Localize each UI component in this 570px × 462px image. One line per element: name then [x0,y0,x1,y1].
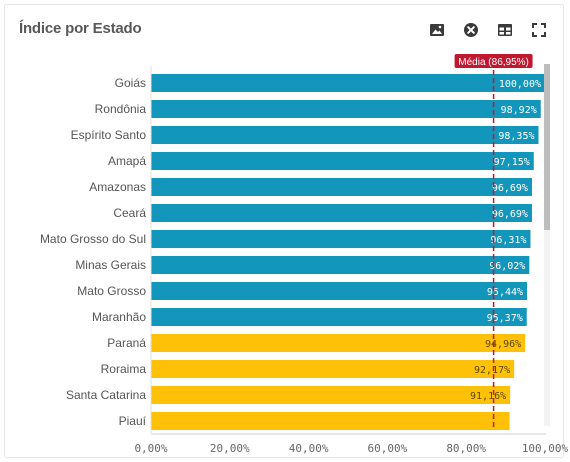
x-tick-label: 60,00% [368,442,408,455]
bar-14[interactable] [151,412,510,430]
bar-8[interactable] [151,256,530,274]
scroll-thumb[interactable] [544,64,550,230]
value-label: 96,69% [492,183,528,194]
category-label: Mato Grosso do Sul [40,232,146,246]
category-label: Piauí [119,414,147,428]
bar-5[interactable] [151,178,532,196]
average-badge [454,54,533,68]
value-label: 98,35% [498,131,534,142]
average-label: Média (86,95%) [458,57,529,68]
x-tick-label: 80,00% [446,442,486,455]
category-label: Espírito Santo [71,128,147,142]
x-tick-label: 100,00% [522,442,569,455]
panel-toolbar [425,19,551,41]
value-label: 96,69% [492,209,528,220]
category-label: Goiás [115,76,146,90]
scroll-track[interactable] [544,64,550,426]
category-label: Mato Grosso [77,284,146,298]
value-label: 94,96% [485,339,521,350]
bar-4[interactable] [151,152,534,170]
category-label: Paraná [107,336,146,350]
panel-title: Índice por Estado [19,20,142,37]
bar-3[interactable] [151,126,539,144]
labels-layer: Goiás 100,00% Rondônia 98,92% Espírito Santo… [40,76,541,428]
bar-9[interactable] [151,282,528,300]
bar-6[interactable] [151,204,532,222]
bar-12[interactable] [151,360,515,378]
category-label: Minas Gerais [75,258,146,272]
x-tick-label: 0,00% [134,442,167,455]
image-export-icon[interactable] [425,19,449,41]
value-label: 96,02% [489,261,525,272]
category-label: Roraima [101,362,147,376]
value-label: 91,16% [470,391,506,402]
value-label: 95,44% [487,287,523,298]
bar-2[interactable] [151,100,541,118]
category-label: Santa Catarina [66,388,146,402]
bar-11[interactable] [151,334,526,352]
average-marker: Média (86,95%) [454,54,533,428]
value-label: 100,00% [499,79,541,90]
value-label: 92,17% [474,365,510,376]
fullscreen-icon[interactable] [527,19,551,41]
x-tick-label: 40,00% [289,442,329,455]
value-label: 96,31% [490,235,526,246]
bar-7[interactable] [151,230,531,248]
category-label: Ceará [113,206,146,220]
table-view-icon[interactable] [493,19,517,41]
category-label: Amazonas [89,180,146,194]
bars-layer [151,74,545,430]
x-tick-label: 20,00% [210,442,250,455]
category-label: Rondônia [95,102,147,116]
value-label: 98,92% [501,105,537,116]
value-label: 97,15% [494,157,530,168]
x-axis: 0,00% 20,00% 40,00% 60,00% 80,00% 100,00% [134,66,569,455]
bar-1[interactable] [151,74,545,92]
category-label: Maranhão [92,310,146,324]
bar-10[interactable] [151,308,527,326]
bar-13[interactable] [151,386,511,404]
value-label: 95,37% [487,313,523,324]
close-circle-icon[interactable] [459,19,483,41]
category-label: Amapá [108,154,146,168]
